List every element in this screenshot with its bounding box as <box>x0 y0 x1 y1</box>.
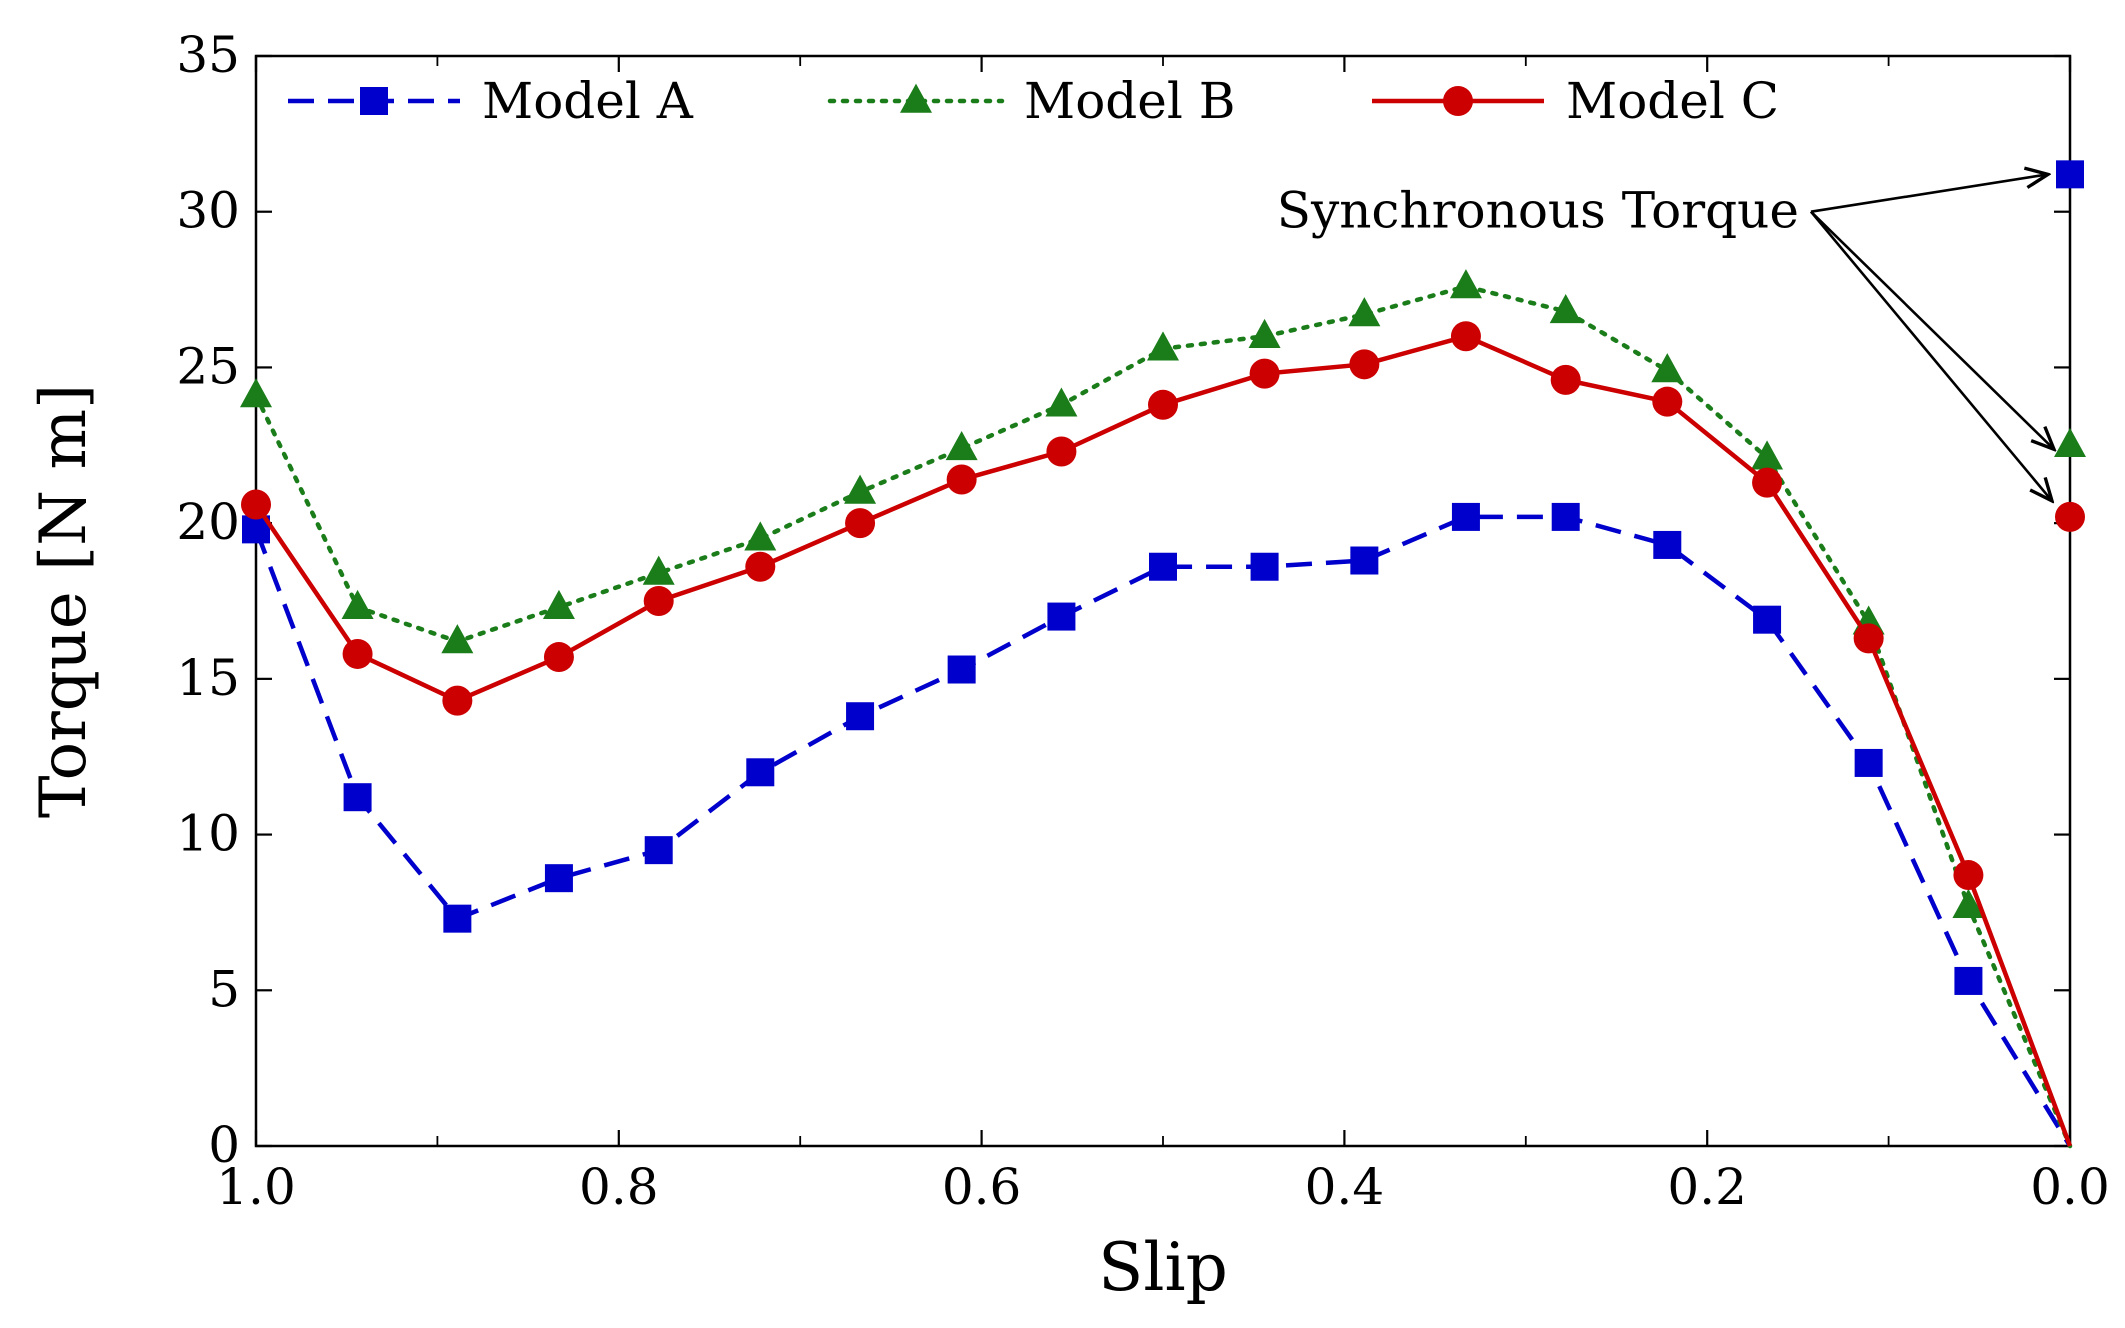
model-b-point <box>844 474 877 504</box>
model-b-point <box>744 521 777 551</box>
model-a-point <box>443 904 472 933</box>
model-b-point <box>1248 318 1281 349</box>
model-c-point <box>643 586 674 616</box>
model-c-point <box>1853 623 1884 654</box>
y-tick-label: 35 <box>176 26 240 84</box>
x-tick-label: 1.0 <box>216 1158 296 1216</box>
model-c-point <box>745 551 776 582</box>
x-tick-label: 0.2 <box>1667 1158 1747 1216</box>
y-axis-label: Torque [N m] <box>27 384 101 818</box>
model-c-point <box>1550 364 1581 395</box>
model-b-point <box>1045 387 1078 417</box>
legend-model-b-marker <box>900 83 932 113</box>
model-b-point <box>945 431 978 461</box>
legend-model-a-marker <box>360 87 388 115</box>
model-a-synchronous-point <box>2056 160 2084 189</box>
model-c-point <box>241 489 271 520</box>
legend-model-a-label: Model A <box>482 72 694 130</box>
model-b-point <box>1751 440 1784 470</box>
model-c-point <box>1953 860 1984 891</box>
model-b-point <box>1651 353 1684 383</box>
y-tick-label: 0 <box>208 1116 240 1174</box>
y-tick-label: 5 <box>208 960 240 1018</box>
y-tick-label: 10 <box>176 805 240 863</box>
y-tick-label: 30 <box>176 182 240 240</box>
model-c-point <box>1752 467 1783 498</box>
model-c-point <box>442 685 473 716</box>
model-a-point <box>1854 748 1883 777</box>
model-a-point <box>1551 502 1580 531</box>
model-b-point <box>1449 269 1482 299</box>
model-a-point <box>1653 530 1682 559</box>
model-a-point <box>1753 605 1782 634</box>
model-b-point <box>1348 297 1381 327</box>
model-a-point <box>1250 552 1279 581</box>
x-tick-label: 0.4 <box>1305 1158 1385 1216</box>
model-a-point <box>544 864 573 893</box>
model-b-point <box>1952 888 1985 918</box>
model-b-point <box>542 589 575 619</box>
annotation-arrow <box>1810 210 2054 450</box>
model-b-point <box>240 378 272 408</box>
legend-model-c-marker <box>1443 86 1473 116</box>
model-b-point <box>341 589 374 619</box>
model-a-point <box>1047 602 1076 631</box>
model-b-point <box>1549 294 1582 324</box>
model-c-line <box>254 334 2073 1147</box>
model-a-point <box>846 702 875 731</box>
model-b-synchronous-point <box>2054 427 2086 458</box>
model-a-point <box>947 655 976 684</box>
model-c-point <box>342 638 373 669</box>
model-c-synchronous-point <box>2055 501 2085 532</box>
legend-model-c-label: Model C <box>1566 72 1779 130</box>
model-c-point <box>1249 358 1280 389</box>
model-a-point <box>1451 502 1480 531</box>
annotation-arrow <box>1810 174 2048 213</box>
y-tick-label: 25 <box>176 337 240 395</box>
annotation-arrow <box>1809 210 2052 501</box>
model-b-point <box>642 555 675 585</box>
model-c-point <box>1349 349 1380 380</box>
model-c-point <box>1046 436 1077 467</box>
x-tick-label: 0.8 <box>579 1158 659 1216</box>
x-tick-label: 0.0 <box>2030 1158 2110 1216</box>
y-tick-label: 15 <box>176 649 240 707</box>
model-c-point <box>1450 321 1481 352</box>
model-c-point <box>543 642 574 673</box>
model-c-point <box>946 464 977 495</box>
y-tick-label: 20 <box>176 493 240 551</box>
model-b-point <box>441 624 474 654</box>
model-c-point <box>845 508 876 539</box>
annotation-text: Synchronous Torque <box>1277 182 1799 240</box>
model-b-point <box>1147 331 1179 361</box>
x-tick-label: 0.6 <box>942 1158 1022 1216</box>
model-c-point <box>1652 386 1683 417</box>
model-a-point <box>644 836 673 865</box>
model-a-point <box>1350 546 1379 575</box>
model-c-point <box>1148 389 1178 420</box>
model-a-line <box>253 514 2072 1148</box>
x-axis-label: Slip <box>1098 1229 1228 1306</box>
model-a-point <box>1954 966 1983 995</box>
model-a-point <box>1149 552 1177 581</box>
model-a-point <box>343 783 372 812</box>
legend-model-b-label: Model B <box>1024 72 1236 130</box>
model-a-point <box>746 758 775 787</box>
